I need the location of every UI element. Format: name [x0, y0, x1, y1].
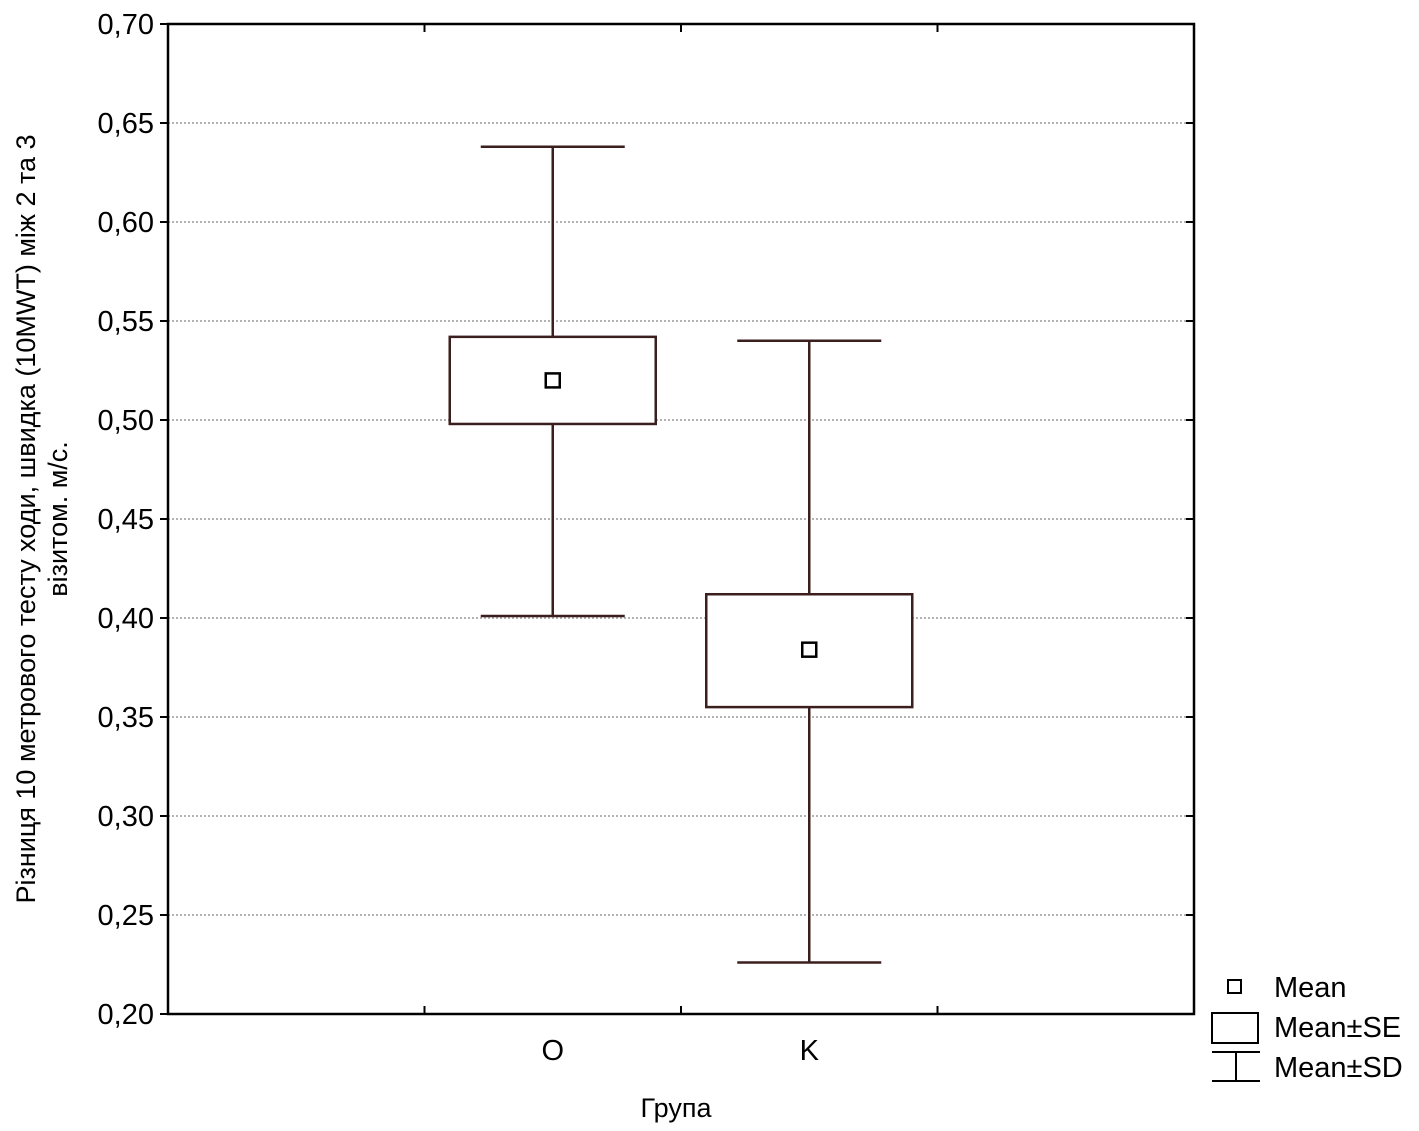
legend-sd-icon [1212, 1051, 1260, 1082]
y-tick-label: 0,30 [98, 801, 154, 833]
x-axis-title: Група [641, 1093, 713, 1123]
legend-mean-icon [1227, 979, 1242, 994]
legend-sd-label: Mean±SD [1274, 1052, 1403, 1084]
y-tick-label: 0,70 [98, 9, 154, 41]
y-tick-label: 0,65 [98, 108, 154, 140]
se-box [705, 592, 914, 709]
x-category-label: K [800, 1035, 820, 1067]
mean-point [544, 372, 561, 389]
y-axis-title-line-2: візитом. м/с. [43, 441, 73, 597]
mean-point [801, 641, 818, 658]
y-tick-label: 0,25 [98, 900, 154, 932]
box-marks [448, 145, 914, 964]
y-tick-label: 0,40 [98, 603, 154, 635]
x-category-label: O [541, 1035, 564, 1067]
legend: Mean Mean±SE Mean±SD [1211, 972, 1403, 1084]
y-tick-label: 0,20 [98, 999, 154, 1031]
y-tick-label: 0,50 [98, 405, 154, 437]
legend-se-icon [1211, 1012, 1259, 1044]
y-tick-label: 0,60 [98, 207, 154, 239]
y-tick-label: 0,55 [98, 306, 154, 338]
y-tick-label: 0,45 [98, 504, 154, 536]
legend-mean-label: Mean [1274, 972, 1347, 1004]
y-tick-label: 0,35 [98, 702, 154, 734]
y-axis-ticks: 0,20 0,25 0,30 0,35 0,40 0,45 0,50 0,55 0,60 0,65… [98, 9, 1194, 1031]
grid-lines [168, 122, 1194, 916]
legend-se-label: Mean±SE [1274, 1012, 1401, 1044]
y-axis-title-line-1: Різниця 10 метрового тесту ходи, швидка … [11, 134, 41, 903]
